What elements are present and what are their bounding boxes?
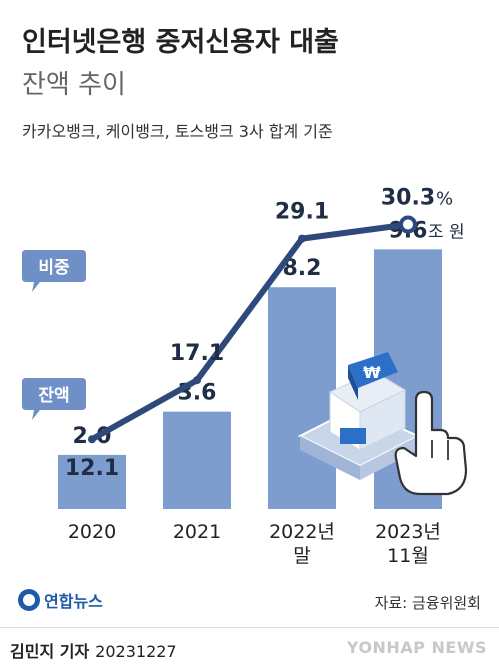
balance-bar	[268, 287, 336, 509]
byline-author: 김민지 기자	[10, 642, 90, 661]
ratio-point	[193, 376, 201, 385]
ratio-callout: 비중	[22, 250, 86, 292]
ratio-point	[298, 234, 306, 243]
callouts-layer: 비중 잔액	[22, 250, 86, 420]
x-tick-label: 2021	[173, 521, 221, 543]
logo-text: 연합뉴스	[44, 592, 103, 611]
chart-canvas: 2.03.68.29.6조 원 ₩ 12.117.129	[22, 185, 468, 567]
source-note: 자료: 금융위원회	[374, 594, 481, 612]
ratio-line-layer: 12.1 17.1 29.1 30.3%	[65, 185, 453, 481]
balance-value-label: 3.6	[178, 381, 217, 406]
pointing-hand-icon	[394, 390, 468, 496]
yonhap-logo-icon	[18, 589, 40, 611]
ratio-line	[90, 221, 409, 442]
ratio-point	[88, 435, 96, 444]
x-tick-label: 2023년	[375, 521, 441, 543]
svg-text:₩: ₩	[363, 363, 381, 382]
balance-callout-label: 잔액	[38, 386, 69, 406]
yonhap-logo: 연합뉴스	[18, 586, 103, 614]
x-tick-label: 2020	[68, 521, 116, 543]
ratio-value-label: 29.1	[275, 200, 329, 225]
ratio-value-label: 17.1	[170, 341, 224, 366]
illustration-layer: ₩	[297, 352, 468, 496]
chart-title: 인터넷은행 중저신용자 대출	[22, 27, 339, 58]
ratio-point	[399, 215, 417, 234]
balance-bar	[163, 411, 231, 509]
x-tick-label: 2022년	[269, 521, 335, 543]
ratio-callout-label: 비중	[38, 258, 70, 278]
balance-bar	[58, 454, 126, 509]
ratio-value-label: 12.1	[65, 456, 119, 481]
x-tick-label: 말	[293, 545, 310, 567]
byline: 김민지 기자 20231227	[10, 638, 177, 662]
chart-subtitle: 잔액 추이	[22, 70, 126, 100]
watermark: YONHAP NEWS	[346, 638, 487, 657]
byline-date: 20231227	[95, 642, 177, 661]
balance-unit-label: 조 원	[428, 222, 465, 242]
footer-bar	[0, 627, 499, 671]
balance-callout: 잔액	[22, 378, 86, 420]
ratio-value-label: 30.3	[381, 185, 435, 210]
x-tick-label: 11월	[387, 545, 429, 567]
chart-note: 카카오뱅크, 케이뱅크, 토스뱅크 3사 합계 기준	[22, 122, 333, 141]
ratio-unit-label: %	[436, 188, 453, 209]
